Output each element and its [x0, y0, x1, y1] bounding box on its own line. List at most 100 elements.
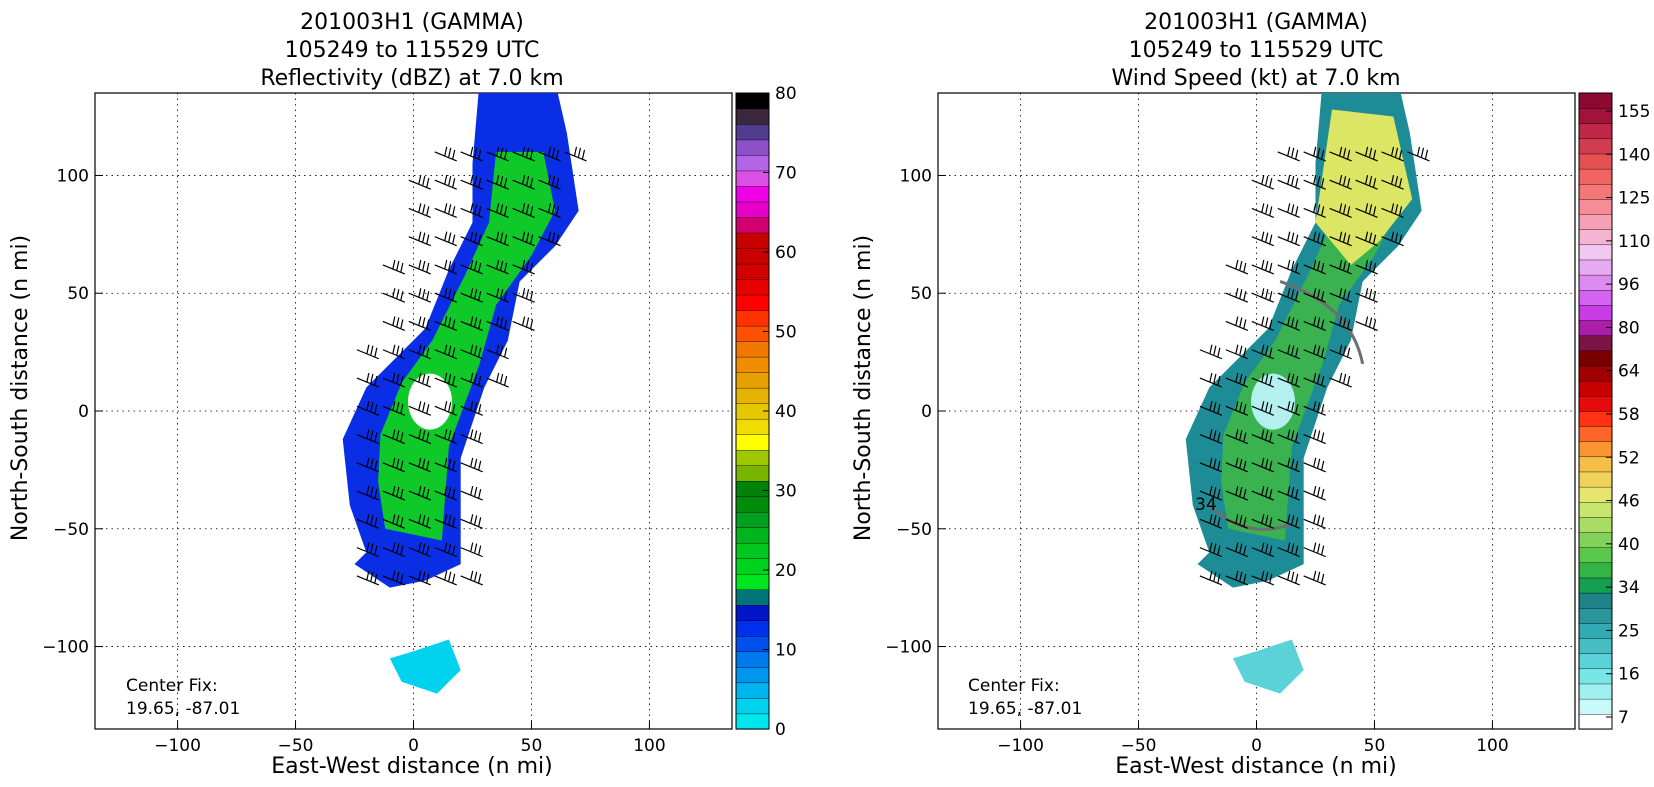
colorbar-swatch	[735, 278, 770, 296]
colorbar-swatch	[735, 589, 770, 606]
wind-barb	[408, 485, 432, 501]
colorbar-swatch	[735, 294, 770, 311]
wind-barb	[1251, 570, 1275, 586]
wind-barb	[486, 288, 509, 303]
wind-barb	[460, 570, 483, 586]
wind-barb	[1225, 401, 1249, 416]
colorbar-swatch	[735, 372, 770, 389]
colorbar-tick-label: 110	[1618, 232, 1650, 252]
wind-barb	[1303, 203, 1326, 218]
wind-barb	[1303, 231, 1326, 247]
wind-barb	[512, 231, 535, 247]
wind-barb	[1225, 542, 1249, 558]
colorbar-swatch	[735, 542, 770, 559]
colorbar-tick-label: 10	[775, 641, 797, 661]
wind-barb	[1355, 175, 1378, 190]
wind-barb	[382, 570, 406, 586]
colorbar-swatch	[735, 108, 770, 125]
wind-barb	[1277, 288, 1300, 303]
wind-barb	[356, 429, 380, 445]
y-tick-label: 0	[921, 402, 932, 422]
wind-barb	[1225, 429, 1249, 445]
colorbar-swatch	[735, 666, 770, 684]
wind-barb	[1329, 259, 1352, 275]
wind-barb	[382, 542, 406, 558]
wind-barb	[1251, 203, 1275, 218]
contour-label: 34	[1195, 495, 1217, 515]
colorbar-swatch	[1578, 380, 1613, 397]
panel-title-line-3: Wind Speed (kt) at 7.0 km	[1111, 66, 1400, 91]
wind-barb	[434, 514, 457, 529]
wind-barb	[1303, 542, 1326, 558]
x-tick-label: 100	[1476, 736, 1508, 756]
wind-barb	[1277, 570, 1300, 586]
y-axis-label: North-South distance (n mi)	[8, 235, 33, 541]
wind-barb	[408, 570, 432, 586]
wind-barb	[460, 401, 483, 416]
colorbar-swatch	[735, 465, 770, 482]
wind-barb	[1381, 231, 1404, 247]
wind-barb	[408, 457, 432, 473]
y-tick-label: 0	[78, 402, 89, 422]
colorbar-swatch	[735, 201, 770, 218]
x-tick-label: 50	[1364, 736, 1386, 756]
colorbar-swatch	[1578, 547, 1613, 564]
colorbar-swatch	[1578, 425, 1613, 442]
wind-barb	[408, 259, 432, 275]
wind-barb	[434, 259, 457, 275]
colorbar-tick-label: 52	[1618, 448, 1640, 468]
wind-barb	[460, 316, 483, 332]
wind-barb	[1225, 316, 1249, 332]
colorbar-swatch	[735, 449, 770, 466]
wind-barb	[1303, 429, 1326, 445]
x-tick-label: 0	[408, 736, 419, 756]
colorbar-swatch	[735, 185, 770, 203]
wind-barb	[382, 401, 406, 416]
colorbar-swatch	[1578, 531, 1613, 548]
wind-barb	[434, 570, 457, 586]
center-fix-label: Center Fix:	[968, 676, 1060, 696]
reflectivity-field	[342, 93, 587, 694]
eye-region	[408, 373, 453, 430]
wind-barb	[1225, 570, 1249, 586]
wind-barb	[356, 570, 380, 586]
wind-barb	[1303, 146, 1326, 162]
wind-barb	[538, 203, 561, 218]
wind-barb	[356, 372, 380, 388]
wind-speed-field: 34	[1185, 93, 1430, 694]
plot-frame	[937, 92, 1576, 730]
wind-barb	[1303, 570, 1326, 586]
x-tick-label: 100	[633, 736, 665, 756]
wind-barb	[1355, 259, 1378, 275]
wind-barb	[382, 429, 406, 445]
wind-barb	[1303, 288, 1326, 303]
southern-echo	[1232, 639, 1304, 694]
colorbar-tick-label: 58	[1618, 405, 1640, 425]
colorbar-tick-label: 70	[775, 164, 797, 184]
colorbar-swatch	[735, 356, 770, 373]
wind-barb	[460, 146, 483, 162]
colorbar-swatch	[1578, 274, 1613, 291]
wind-barb	[1225, 344, 1249, 360]
colorbar-tick-label: 50	[775, 323, 797, 343]
y-tick-label: −50	[896, 520, 932, 540]
y-tick-label: −100	[42, 638, 89, 658]
wind-barb	[1251, 344, 1275, 360]
wind-barb	[408, 344, 432, 360]
x-tick-label: −50	[278, 736, 314, 756]
wind-barb	[1225, 259, 1249, 275]
colorbar-swatch	[1578, 183, 1613, 200]
wind-barb	[1251, 401, 1275, 416]
x-tick-label: −100	[997, 736, 1044, 756]
wind-barb	[512, 259, 535, 275]
reflectivity-colorbar: 0 10 20 30 40 50 60 70 80	[735, 84, 797, 740]
colorbar-swatch	[735, 620, 770, 637]
colorbar-swatch	[1578, 229, 1613, 246]
wind-barb	[1277, 259, 1300, 275]
colorbar-swatch	[735, 604, 770, 622]
y-axis-label: North-South distance (n mi)	[851, 235, 876, 541]
wind-barb	[1355, 288, 1378, 303]
wind-barb	[1277, 401, 1300, 416]
wind-barb	[538, 146, 561, 162]
wind-barb	[1303, 372, 1326, 388]
